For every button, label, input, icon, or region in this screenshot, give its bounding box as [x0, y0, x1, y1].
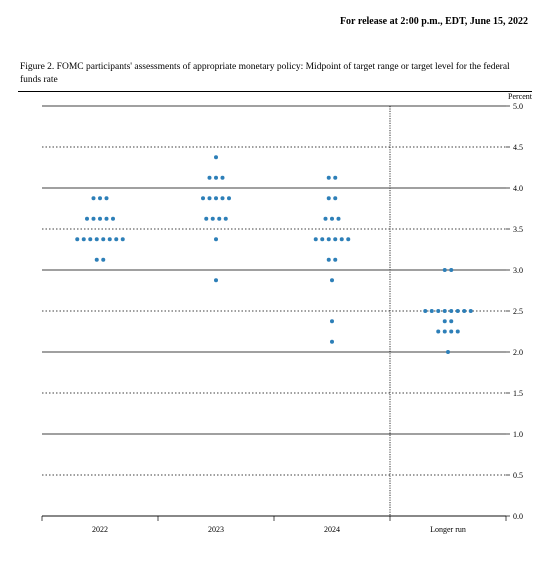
dot [436, 309, 440, 313]
dot [449, 329, 453, 333]
dot [443, 319, 447, 323]
dot [105, 216, 109, 220]
dot [85, 216, 89, 220]
dot [211, 216, 215, 220]
dot [114, 237, 118, 241]
dot [456, 309, 460, 313]
dot [98, 196, 102, 200]
dot [208, 196, 212, 200]
y-tick-label: 1.0 [513, 430, 523, 439]
dot [320, 237, 324, 241]
dot [221, 175, 225, 179]
dot [92, 196, 96, 200]
dot [101, 237, 105, 241]
x-category-label: Longer run [430, 525, 466, 534]
dot [324, 216, 328, 220]
dot [92, 216, 96, 220]
dot [95, 257, 99, 261]
dot [346, 237, 350, 241]
dot [101, 257, 105, 261]
x-category-label: 2023 [208, 525, 224, 534]
dot [224, 216, 228, 220]
dot [227, 196, 231, 200]
dot [327, 237, 331, 241]
dot [108, 237, 112, 241]
dot [105, 196, 109, 200]
y-tick-label: 4.0 [513, 184, 523, 193]
y-tick-label: 4.5 [513, 143, 523, 152]
dot [208, 175, 212, 179]
y-tick-label: 2.5 [513, 307, 523, 316]
dot [95, 237, 99, 241]
dot [340, 237, 344, 241]
dot [333, 196, 337, 200]
dot [333, 237, 337, 241]
dot [214, 175, 218, 179]
caption-rule [18, 91, 532, 92]
x-category-label: 2022 [92, 525, 108, 534]
dot [204, 216, 208, 220]
dot [456, 329, 460, 333]
y-tick-label: 0.5 [513, 471, 523, 480]
y-tick-label: 2.0 [513, 348, 523, 357]
y-axis-title: Percent [508, 92, 532, 101]
dot [214, 155, 218, 159]
dot [330, 278, 334, 282]
dot [314, 237, 318, 241]
dot [88, 237, 92, 241]
dot [333, 175, 337, 179]
dot [330, 339, 334, 343]
dot [443, 329, 447, 333]
y-tick-label: 1.5 [513, 389, 523, 398]
dot [121, 237, 125, 241]
dot [201, 196, 205, 200]
dot [337, 216, 341, 220]
release-line: For release at 2:00 p.m., EDT, June 15, … [14, 16, 536, 27]
dot [330, 319, 334, 323]
dot-plot: 0.0 0.5 1.0 1.5 2.0 2.5 3.0 3.5 4.0 4.5 5.0 2022 202… [18, 102, 532, 542]
dot [82, 237, 86, 241]
y-tick-label: 0.0 [513, 512, 523, 521]
dot [214, 196, 218, 200]
dot [75, 237, 79, 241]
dot [98, 216, 102, 220]
dot [111, 216, 115, 220]
dot [462, 309, 466, 313]
dot [449, 268, 453, 272]
dot [449, 319, 453, 323]
dot [327, 175, 331, 179]
dot [446, 350, 450, 354]
dot [217, 216, 221, 220]
dot [469, 309, 473, 313]
dot [423, 309, 427, 313]
dot [214, 237, 218, 241]
dot [443, 309, 447, 313]
dot [449, 309, 453, 313]
dot [330, 216, 334, 220]
dot [333, 257, 337, 261]
dot [327, 257, 331, 261]
y-tick-label: 5.0 [513, 102, 523, 111]
page: For release at 2:00 p.m., EDT, June 15, … [0, 0, 550, 576]
dot [327, 196, 331, 200]
dot [436, 329, 440, 333]
figure-caption: Figure 2. FOMC participants' assessments… [20, 61, 530, 87]
x-category-label: 2024 [324, 525, 340, 534]
dot [221, 196, 225, 200]
dot [443, 268, 447, 272]
dot [214, 278, 218, 282]
dot [430, 309, 434, 313]
plot-area: Percent 0.00.51.01.52.02.53.03.54.04.55.… [18, 102, 532, 542]
y-tick-label: 3.0 [513, 266, 523, 275]
y-tick-label: 3.5 [513, 225, 523, 234]
